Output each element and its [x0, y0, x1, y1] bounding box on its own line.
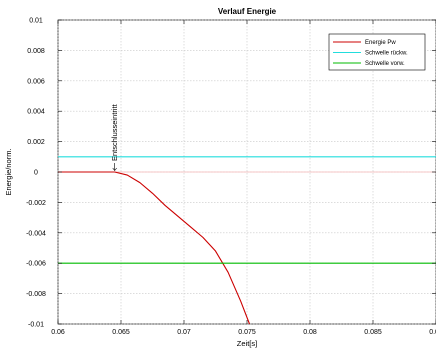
y-tick-label: 0.008: [27, 48, 45, 55]
legend-label: Schwelle rückw.: [365, 51, 408, 57]
legend-label: Energie Pw: [365, 40, 396, 46]
legend-entry-energie-pw: Energie Pw: [333, 40, 396, 46]
x-tick-label: 0.09: [429, 329, 436, 336]
x-axis-label: Zeit[s]: [237, 339, 257, 348]
legend: Energie Pw Schwelle rückw. Schwelle vorw.: [328, 33, 426, 71]
y-tick-label: 0: [34, 170, 38, 177]
y-tick-labels: 0.01 0.008 0.006 0.004 0.002 0 -0.002 -0.004 -0.…: [26, 18, 46, 329]
series-layer: [58, 156, 436, 325]
annotation-arrow-head: [112, 167, 117, 171]
y-tick-label: -0.008: [26, 291, 46, 298]
y-axis-label: Energie/norm.: [4, 148, 13, 195]
legend-entry-schwelle-rueckw: Schwelle rückw.: [333, 51, 408, 57]
legend-label: Schwelle vorw.: [365, 61, 405, 67]
y-tick-label: 0.006: [27, 78, 45, 85]
x-tick-label: 0.06: [51, 329, 65, 336]
legend-entry-schwelle-vorw: Schwelle vorw.: [333, 61, 405, 67]
energie-pw-line: [58, 171, 251, 325]
ticks-layer: [57, 19, 436, 325]
x-tick-label: 0.07: [177, 329, 191, 336]
x-tick-label: 0.065: [112, 329, 130, 336]
x-tick-label: 0.075: [238, 329, 256, 336]
chart-title: Verlauf Energie: [218, 7, 277, 16]
y-tick-label: 0.01: [29, 18, 43, 25]
annotation-text: Entschlusseintritt: [110, 103, 119, 161]
x-tick-labels: 0.06 0.065 0.07 0.075 0.08 0.085 0.09: [51, 329, 436, 336]
y-tick-label: -0.01: [28, 322, 44, 329]
y-tick-label: -0.002: [26, 200, 46, 207]
y-tick-label: 0.004: [27, 109, 45, 116]
annotation: Entschlusseintritt: [110, 103, 119, 171]
x-tick-label: 0.08: [303, 329, 317, 336]
y-tick-label: -0.004: [26, 230, 46, 237]
x-tick-label: 0.085: [364, 329, 382, 336]
y-tick-label: -0.006: [26, 261, 46, 268]
y-tick-label: 0.002: [27, 139, 45, 146]
